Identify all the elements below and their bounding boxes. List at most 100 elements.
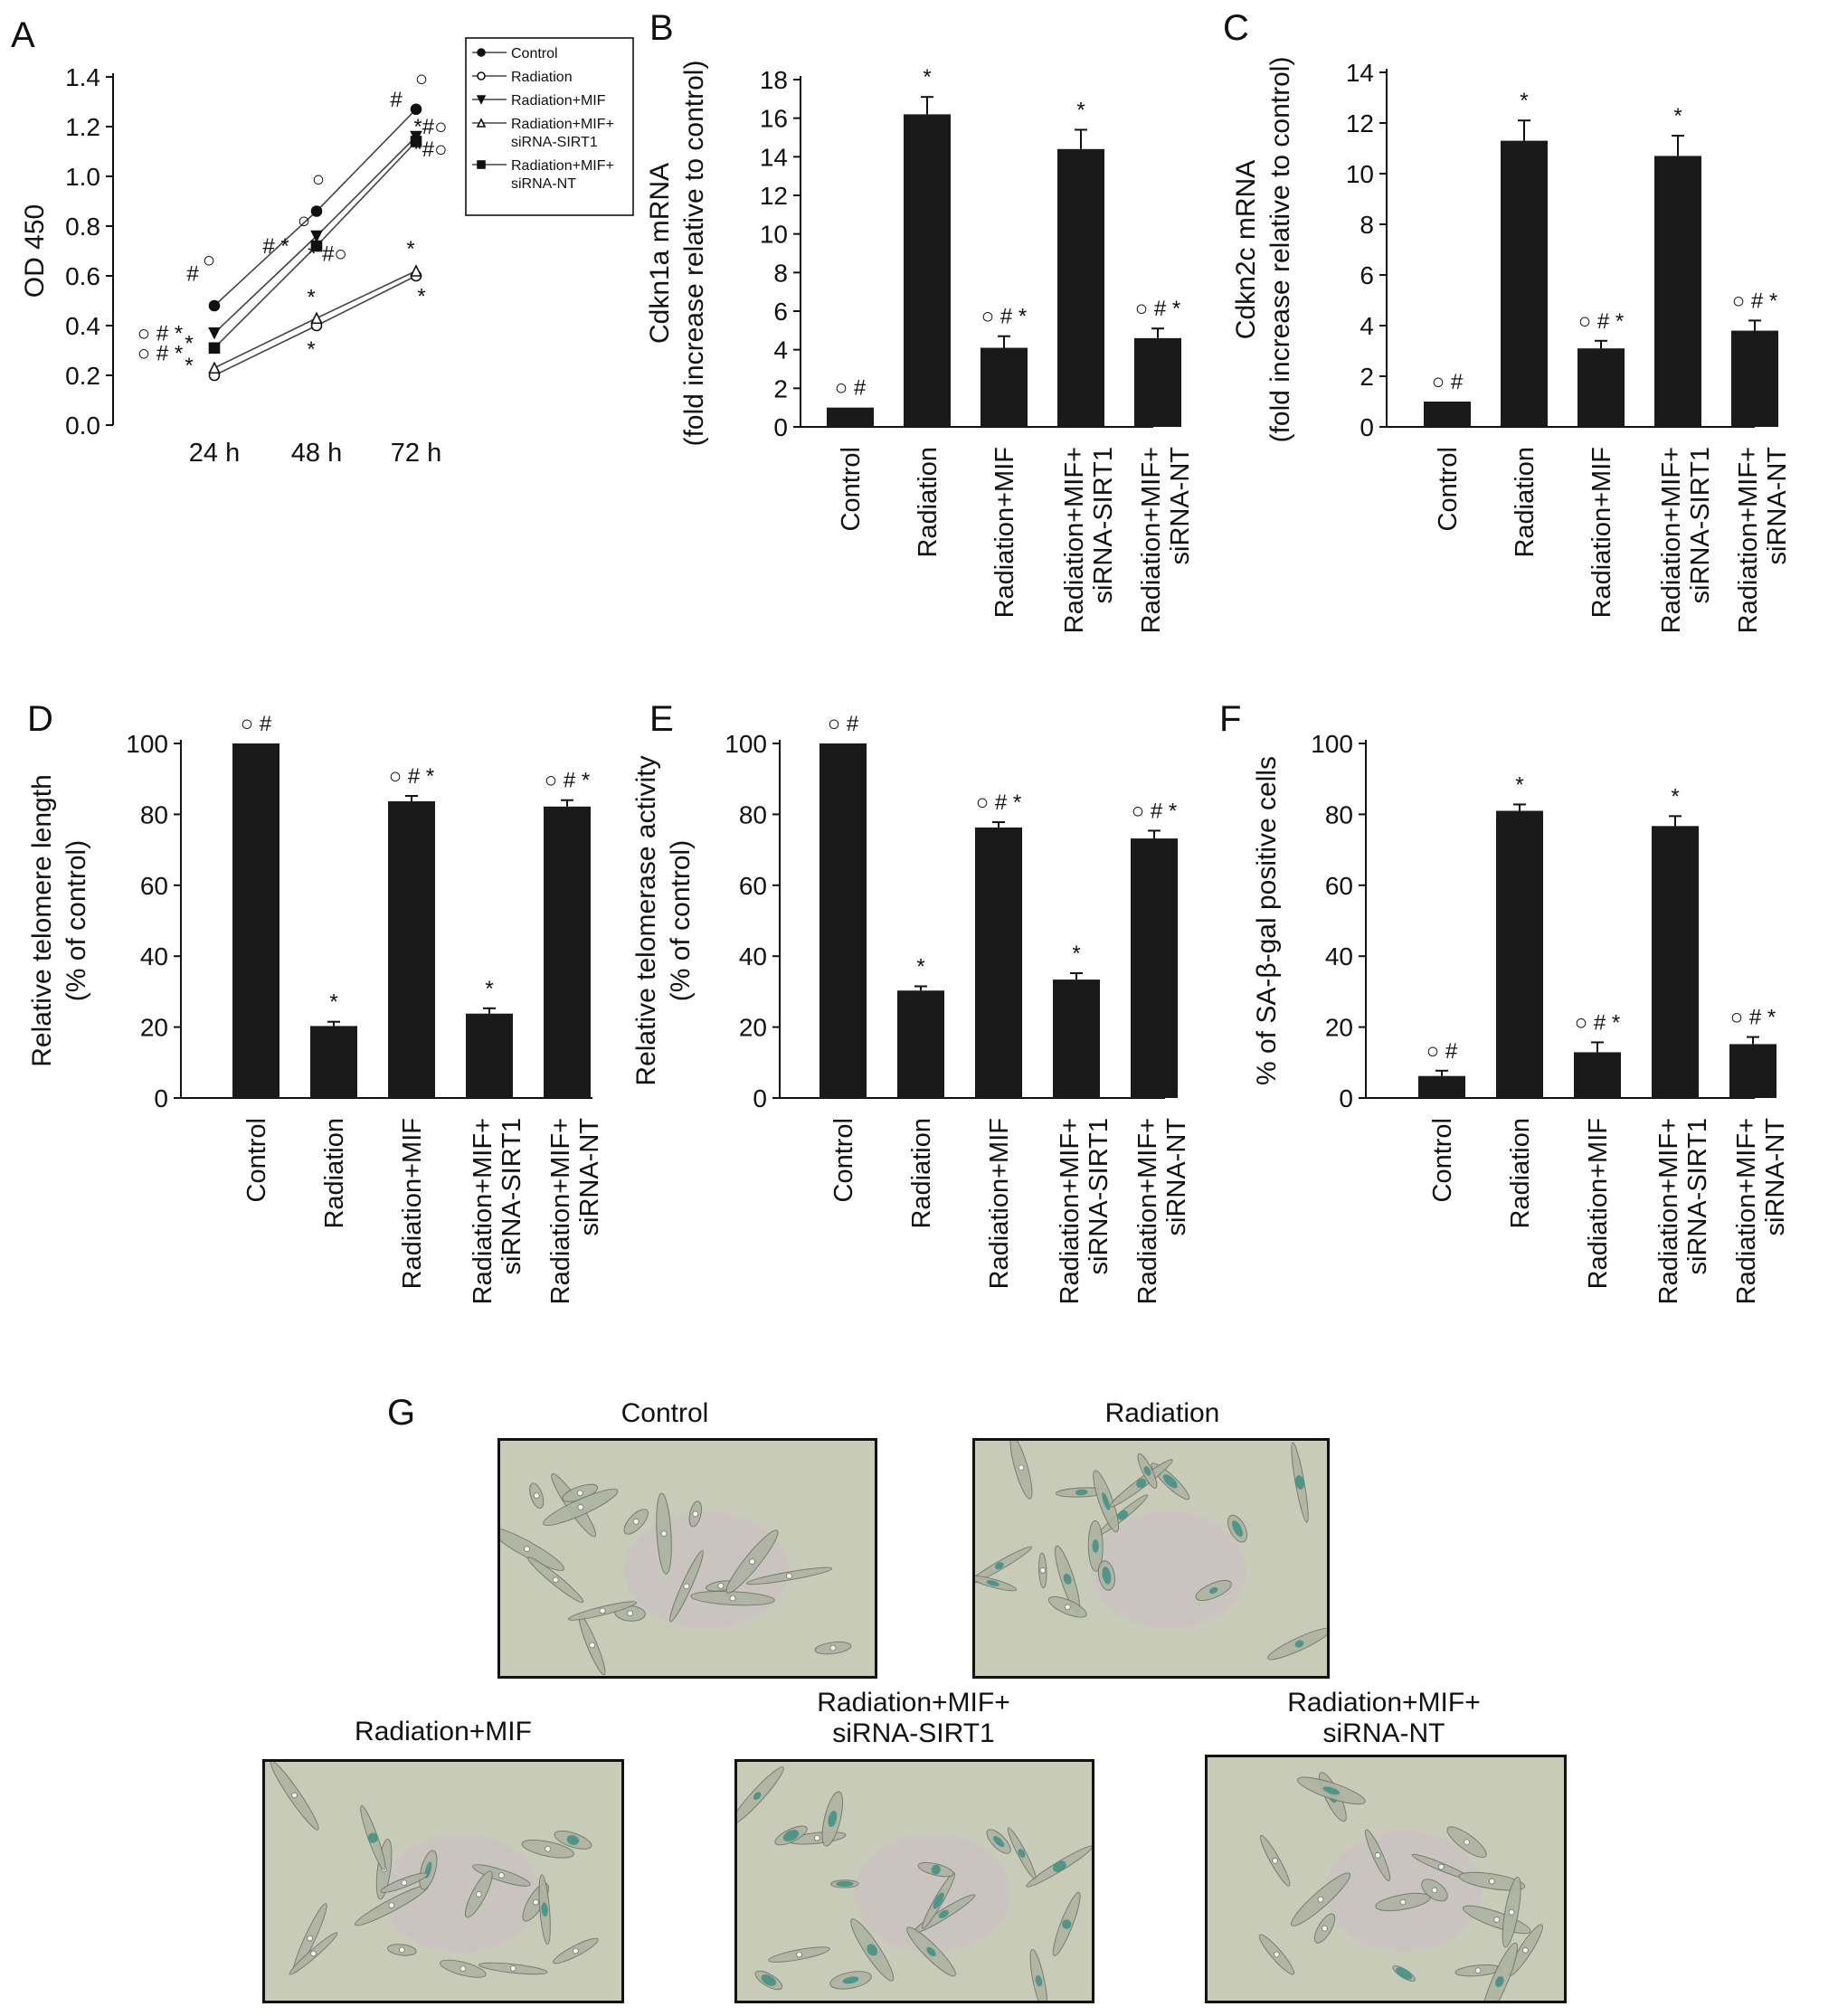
panel-letter-a: A [11, 15, 35, 55]
panel-d-x-tick-label-group: Control [242, 1118, 271, 1203]
micrograph-radiation-mif-sirna-nt [1205, 1755, 1567, 2003]
micrograph-radiation [972, 1438, 1330, 1679]
stained-cell [993, 1835, 1005, 1848]
stained-cell [828, 1811, 838, 1827]
panel-a-series-3 [208, 264, 422, 374]
panel-f-x-tick-label-group: Radiation+MIF+siRNA-NT [1732, 1118, 1790, 1305]
panel-b-bar [1057, 148, 1104, 428]
panel-c-bar [1501, 140, 1548, 427]
panel-d-y-tick-label: 80 [140, 800, 168, 828]
stained-cell [986, 1580, 1000, 1586]
panel-d-x-tick-label-group: Radiation [320, 1118, 349, 1229]
panel-e-y-tick-label: 40 [739, 942, 767, 970]
cell-nucleus [660, 1530, 668, 1537]
panel-a-chart: 0.0 0.2 0.4 0.6 0.8 1.0 1.2 1.4 24 h 48 h 72 h OD 4… [20, 37, 634, 468]
panel-e-significance-mark: ○ # * [976, 790, 1022, 815]
panel-a-x-tick-label: 48 h [291, 439, 342, 468]
cell-nucleus [1438, 1863, 1445, 1870]
cell-nucleus [729, 1595, 736, 1602]
panel-e-significance-mark: ○ # [828, 712, 859, 736]
stained-cell [1035, 1974, 1043, 1987]
panel-c-bar [1577, 348, 1625, 427]
panel-c-y-tick-label: 8 [1360, 211, 1374, 239]
stained-cell [1063, 1573, 1072, 1585]
cell-nucleus [524, 1546, 531, 1552]
panel-f-bar [1574, 1052, 1621, 1098]
panel-b-y-tick-label: 8 [773, 259, 788, 287]
stained-cell [1162, 1474, 1178, 1489]
micrograph-glow [1325, 1830, 1483, 1953]
panel-c-significance-mark: * [1673, 104, 1682, 128]
panel-b-y-tick-label: 4 [773, 336, 788, 364]
cell-nucleus [552, 1576, 559, 1584]
panel-b-y-tick-label: 0 [773, 413, 788, 441]
panel-b-significance-mark: ○ # [835, 376, 867, 401]
stained-cell [1136, 1478, 1147, 1489]
panel-f-bar [1729, 1044, 1776, 1098]
data-point [310, 230, 323, 243]
panel-d-chart: 0 20 40 60 80 100 Relative telomere length (% o… [27, 712, 604, 1304]
cell-nucleus [717, 1583, 725, 1589]
panel-a-series-2 [208, 130, 422, 340]
panel-e-y-tick-label: 60 [739, 872, 767, 900]
panel-d-y-tick-label: 100 [126, 730, 168, 758]
panel-b-x-tick-label-group: Radiation+MIF+siRNA-NT [1137, 447, 1195, 634]
micrograph-radiation-mif-sirna-nt-image [1208, 1757, 1564, 2001]
panel-b-bar [981, 347, 1028, 427]
panel-c-y-tick-label: 4 [1360, 312, 1374, 340]
panel-b-y-tick-label: 12 [760, 182, 788, 210]
panel-f-significance-mark: ○ # * [1575, 1010, 1621, 1035]
panel-e-x-tick-label-group: Radiation [907, 1118, 936, 1229]
stained-cell [541, 1902, 548, 1917]
panel-a-annotation: * [307, 337, 315, 362]
panel-e-bar [1053, 980, 1100, 1098]
stained-cell [1232, 1520, 1243, 1538]
cell-nucleus [1489, 1878, 1495, 1885]
data-point [208, 299, 221, 312]
panel-f-significance-mark: ○ # [1426, 1039, 1458, 1064]
panel-b-y-tick-label: 18 [760, 66, 788, 94]
cell-nucleus [1274, 1951, 1280, 1958]
panel-a-legend-label: Control [511, 46, 558, 62]
panel-b-x-tick-label-group: Radiation+MIF+siRNA-SIRT1 [1060, 447, 1118, 633]
panel-d-y-axis-label-group: Relative telomere length (% of control) [27, 774, 91, 1067]
stained-cell [1102, 1566, 1112, 1585]
stained-cell [1018, 1849, 1026, 1859]
cell-nucleus [573, 1947, 579, 1954]
panel-d-x-tick-label: Control [242, 1118, 271, 1203]
panel-f-significance-mark: ○ # * [1730, 1006, 1776, 1030]
micrograph-label-control: Control [621, 1398, 709, 1428]
cell-nucleus [627, 1610, 634, 1617]
panel-e-bar [975, 827, 1022, 1098]
panel-e-y-axis-label-group: Relative telomerase activity (% of contro… [631, 755, 696, 1085]
stained-cell [1322, 1786, 1341, 1795]
panel-c-x-tick-label-group: Radiation+MIF+siRNA-NT [1734, 447, 1792, 634]
panel-b-y-axis-label-group: Cdkn1a mRNA (fold increase relative to co… [645, 61, 709, 447]
panel-c-x-tick-label: Radiation+MIF [1587, 447, 1616, 618]
micrograph-label-radiation-mif-sirna-sirt1: Radiation+MIF+ siRNA-SIRT1 [817, 1688, 1010, 1748]
panel-e-bar [820, 743, 867, 1098]
micrograph-radiation-image [975, 1441, 1327, 1676]
panel-b-x-tick-label-group: Radiation [914, 447, 943, 558]
panel-d-x-tick-label: Radiation+MIF+siRNA-NT [546, 1118, 604, 1305]
cell-nucleus [1065, 1604, 1071, 1611]
panel-e-x-tick-label: Radiation [907, 1118, 936, 1229]
panel-e-y-tick-label: 100 [725, 730, 767, 758]
panel-d-bar [544, 806, 591, 1098]
panel-e-significance-mark: * [1072, 942, 1080, 966]
data-point [208, 342, 221, 355]
panel-e-x-tick-label-group: Radiation+MIF+siRNA-NT [1133, 1118, 1191, 1305]
panel-d-y-tick-label: 40 [140, 942, 168, 970]
panel-c-x-tick-label-group: Radiation+MIF+siRNA-SIRT1 [1657, 447, 1715, 633]
panel-letter-f: F [1219, 699, 1241, 739]
panel-c-bar [1654, 156, 1701, 427]
panel-c-x-tick-label-group: Control [1434, 447, 1463, 532]
panel-f-y-tick-label: 40 [1325, 942, 1353, 970]
panel-c-bar [1731, 330, 1778, 427]
panel-b-y-tick-label: 10 [760, 221, 788, 249]
panel-c-y-tick-label: 2 [1360, 363, 1374, 391]
cell-nucleus [692, 1510, 699, 1518]
cell-nucleus [1322, 1925, 1328, 1932]
cell-nucleus [748, 1558, 756, 1565]
